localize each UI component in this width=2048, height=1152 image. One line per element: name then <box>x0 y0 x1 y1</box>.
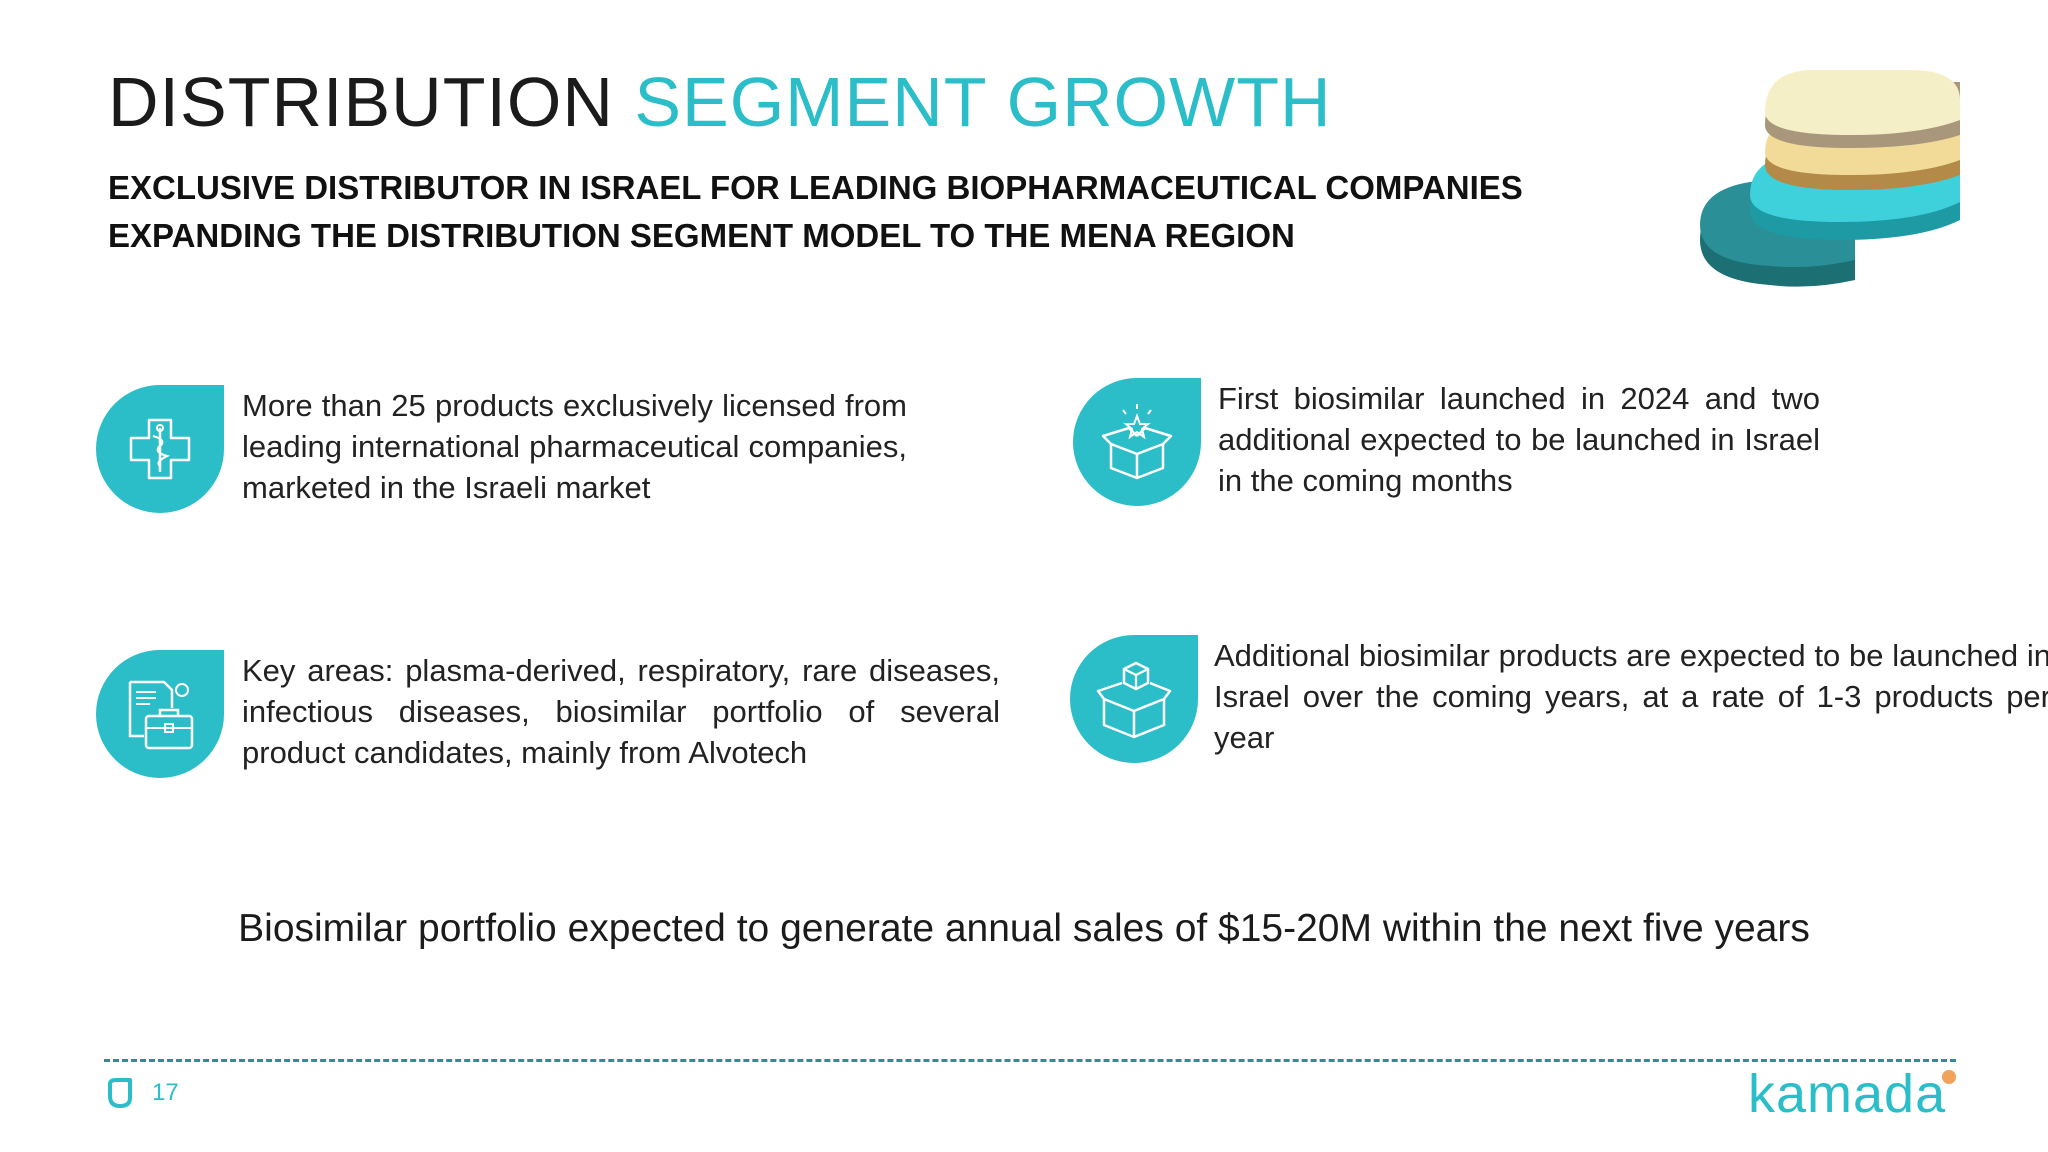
feature-icon-container <box>96 650 224 778</box>
feature-text: First biosimilar launched in 2024 and tw… <box>1218 381 1820 498</box>
feature-icon-container <box>1073 378 1201 506</box>
logo-dot <box>1942 1070 1956 1084</box>
feature-icon-container <box>96 385 224 513</box>
feature-first-biosimilar: First biosimilar launched in 2024 and tw… <box>1073 378 1820 506</box>
feature-licensed-products: More than 25 products exclusively licens… <box>96 385 907 513</box>
feature-key-areas: Key areas: plasma-derived, respiratory, … <box>96 650 1000 778</box>
stacked-boxes-icon <box>1096 661 1172 739</box>
feature-text: Additional biosimilar products are expec… <box>1214 638 2048 755</box>
document-briefcase-icon <box>128 680 194 750</box>
medical-cross-caduceus-icon <box>129 418 191 480</box>
page-title: DISTRIBUTION SEGMENT GROWTH <box>108 60 1332 144</box>
feature-text: Key areas: plasma-derived, respiratory, … <box>242 653 1000 770</box>
summary-statement: Biosimilar portfolio expected to generat… <box>238 907 1810 950</box>
title-part-accent: SEGMENT GROWTH <box>634 63 1332 141</box>
subtitle-line-1: EXCLUSIVE DISTRIBUTOR IN ISRAEL FOR LEAD… <box>108 169 1523 206</box>
feature-additional-biosimilars: Additional biosimilar products are expec… <box>1070 635 2048 763</box>
stacked-layers-illustration <box>1700 70 1960 287</box>
title-part-dark: DISTRIBUTION <box>108 63 614 141</box>
kamada-drop-icon <box>108 1078 132 1108</box>
open-box-star-icon <box>1101 404 1173 480</box>
footer-divider <box>104 1059 1956 1062</box>
subtitle: EXCLUSIVE DISTRIBUTOR IN ISRAEL FOR LEAD… <box>108 164 1523 260</box>
feature-icon-container <box>1070 635 1198 763</box>
page-number: 17 <box>152 1079 179 1106</box>
kamada-logo: kamada <box>1748 1064 1947 1124</box>
feature-text: More than 25 products exclusively licens… <box>242 388 907 505</box>
subtitle-line-2: EXPANDING THE DISTRIBUTION SEGMENT MODEL… <box>108 217 1295 254</box>
